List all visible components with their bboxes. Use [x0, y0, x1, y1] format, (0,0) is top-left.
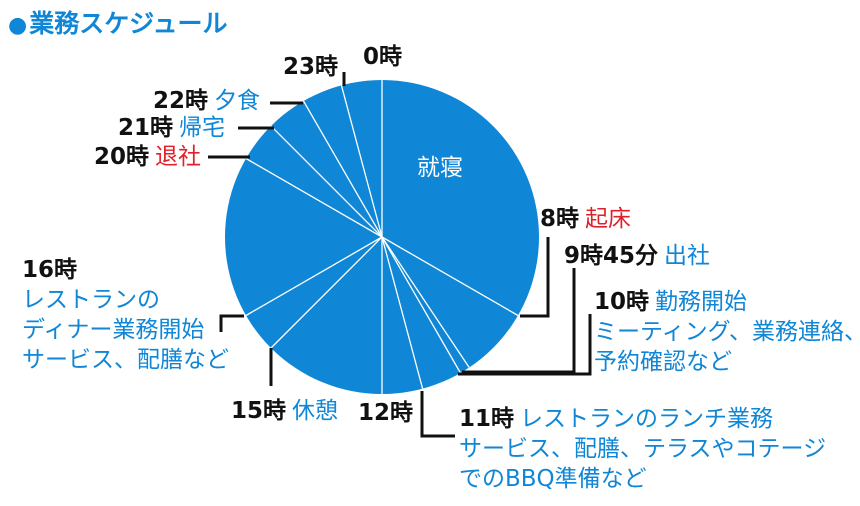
leader-10	[458, 314, 592, 376]
label-8h: 8時 起床	[540, 204, 631, 234]
label-23h-time: 23時	[283, 54, 339, 80]
label-16h-line3: サービス、配膳など	[22, 347, 229, 373]
label-945-time: 9時45分	[564, 243, 659, 269]
page-title: ●業務スケジュール	[8, 4, 227, 40]
label-0h: 0時	[363, 42, 408, 72]
pie-divider-11	[381, 236, 424, 389]
label-10h-line3: 予約確認など	[594, 349, 732, 375]
label-0h-time: 0時	[363, 44, 403, 70]
pie-divider-16	[245, 236, 383, 317]
leader-945	[462, 268, 576, 374]
label-945: 9時45分 出社	[564, 241, 710, 271]
label-11h: 11時 レストランのランチ業務 サービス、配膳、テラスやコテージ でのBBQ準備な…	[459, 404, 826, 494]
pie-divider-22	[302, 100, 383, 238]
label-21h-activity: 帰宅	[179, 115, 226, 141]
label-15h: 15時 休憩	[231, 396, 338, 426]
label-16h-line2: ディナー業務開始	[22, 317, 205, 343]
leader-8	[520, 237, 550, 318]
pie-divider-9_75	[381, 236, 470, 368]
label-16h: 16時 レストランの ディナー業務開始 サービス、配膳など	[22, 255, 229, 375]
label-10h-line2: ミーティング、業務連絡、	[594, 319, 860, 345]
label-12h: 12時	[358, 398, 419, 428]
label-11h-line1: レストランのランチ業務	[520, 406, 774, 432]
label-8h-activity: 起床	[585, 206, 632, 232]
pie-divider-15	[270, 236, 383, 349]
label-23h: 23時	[283, 52, 344, 82]
pie-divider-8	[381, 236, 519, 317]
pie-divider-23	[340, 85, 383, 238]
pie-divider-20	[245, 157, 383, 238]
label-945-activity: 出社	[664, 243, 711, 269]
pie-divider-21	[270, 125, 383, 238]
label-22h-activity: 夕食	[214, 88, 261, 114]
label-12h-time: 12時	[358, 400, 414, 426]
label-10h-line1: 勤務開始	[655, 289, 748, 315]
slice-label-sleep: 就寝	[417, 155, 463, 181]
leader-11	[420, 391, 455, 438]
label-22h: 22時 夕食	[153, 86, 260, 116]
label-11h-time: 11時	[459, 406, 515, 432]
label-20h-time: 20時	[94, 144, 150, 170]
label-16h-time: 16時	[22, 257, 78, 283]
title-text: 業務スケジュール	[29, 9, 228, 38]
leader-lines	[208, 72, 592, 438]
label-15h-activity: 休憩	[292, 398, 339, 424]
label-11h-line3: でのBBQ準備など	[459, 466, 647, 492]
bullet-icon: ●	[8, 13, 28, 38]
label-10h-time: 10時	[594, 289, 650, 315]
label-20h: 20時 退社	[94, 142, 201, 172]
label-22h-time: 22時	[153, 88, 209, 114]
pie-dividers	[245, 80, 519, 394]
label-15h-time: 15時	[231, 398, 287, 424]
label-11h-line2: サービス、配膳、テラスやコテージ	[459, 436, 827, 462]
leader-16	[219, 314, 244, 332]
pie-divider-10	[381, 236, 462, 374]
label-21h-time: 21時	[118, 115, 174, 141]
label-10h: 10時 勤務開始 ミーティング、業務連絡、 予約確認など	[594, 287, 860, 377]
label-21h: 21時 帰宅	[118, 113, 225, 143]
label-20h-activity: 退社	[155, 144, 202, 170]
label-8h-time: 8時	[540, 206, 580, 232]
label-16h-line1: レストランの	[22, 287, 160, 313]
